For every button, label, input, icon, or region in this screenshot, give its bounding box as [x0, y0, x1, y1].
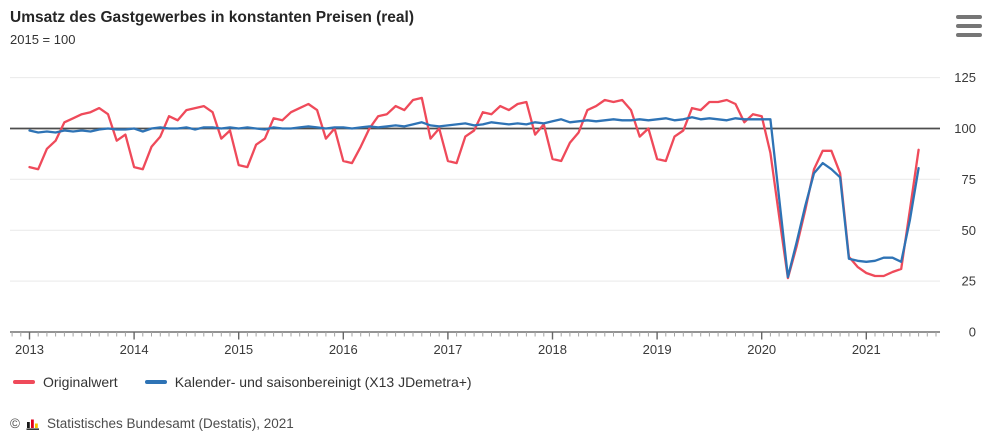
series-line-saisonbereinigt — [28, 116, 920, 279]
y-axis-label: 75 — [962, 172, 976, 187]
x-axis-year-label: 2016 — [329, 342, 358, 357]
y-axis-label: 125 — [954, 70, 976, 85]
hamburger-bar — [956, 33, 982, 37]
legend-swatch-blue-line-icon — [144, 380, 167, 384]
x-axis-year-label: 2021 — [852, 342, 881, 357]
source-text: Statistisches Bundesamt (Destatis), 2021 — [46, 416, 294, 431]
x-axis-year-label: 2020 — [747, 342, 776, 357]
x-axis-year-label: 2018 — [538, 342, 567, 357]
legend-label: Kalender- und saisonbereinigt (X13 JDeme… — [174, 374, 472, 390]
copyright-symbol: © — [10, 416, 20, 431]
y-axis-label: 100 — [954, 121, 976, 136]
legend-item-saisonbereinigt: Kalender- und saisonbereinigt (X13 JDeme… — [144, 374, 472, 390]
line-chart-plot-area: 2013 2014 2015 2016 2017 2018 2019 2020 2021 0 25 5… — [10, 70, 976, 357]
x-axis-year-label: 2014 — [120, 342, 149, 357]
hamburger-bar — [956, 15, 982, 19]
index-note: 2015 = 100 — [10, 32, 76, 48]
chart-legend: Originalwert Kalender- und saisonbereini… — [13, 374, 472, 390]
legend-item-originalwert: Originalwert — [13, 374, 118, 390]
chart-header: Umsatz des Gastgewerbes in konstanten Pr… — [10, 8, 940, 47]
destatis-bars-icon — [26, 419, 39, 430]
hamburger-menu-icon[interactable] — [956, 15, 982, 37]
y-axis-label: 25 — [962, 274, 976, 289]
x-axis-year-label: 2019 — [643, 342, 672, 357]
series-line-originalwert — [28, 96, 920, 280]
y-axis-label: 0 — [969, 325, 976, 340]
legend-label: Originalwert — [43, 374, 118, 390]
x-axis-year-label: 2017 — [433, 342, 462, 357]
x-axis-year-label: 2013 — [15, 342, 44, 357]
page-title: Umsatz des Gastgewerbes in konstanten Pr… — [10, 9, 414, 26]
legend-swatch-red-line-icon — [13, 380, 35, 384]
x-axis-year-label: 2015 — [224, 342, 253, 357]
source-note: © Statistisches Bundesamt (Destatis), 20… — [10, 416, 294, 431]
hamburger-bar — [956, 24, 982, 28]
y-axis-label: 50 — [962, 223, 976, 238]
